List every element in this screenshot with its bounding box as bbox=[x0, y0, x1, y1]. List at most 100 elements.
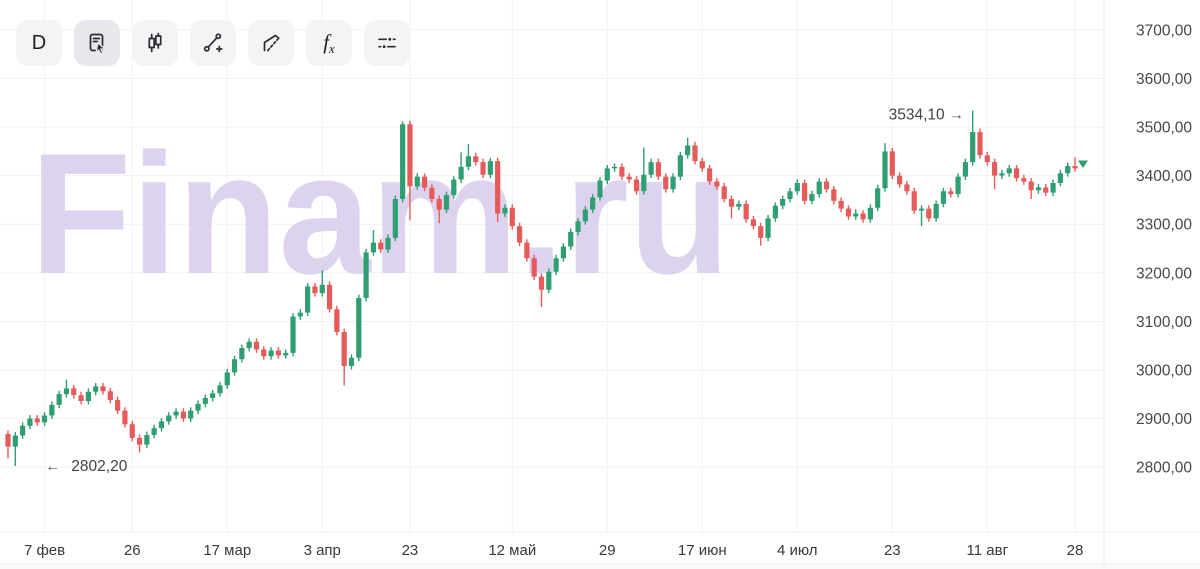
candle-body bbox=[290, 316, 296, 353]
candle-body bbox=[122, 410, 128, 425]
candle-body bbox=[1043, 187, 1049, 193]
candle-body bbox=[604, 168, 610, 181]
candle-body bbox=[100, 386, 106, 392]
candle-body bbox=[436, 198, 442, 210]
candle-body bbox=[217, 385, 223, 394]
watermark: Finam.ru bbox=[30, 118, 730, 310]
drawing-tool-button[interactable] bbox=[248, 20, 294, 66]
candle-body bbox=[648, 162, 654, 175]
candle-body bbox=[911, 191, 917, 211]
candle-body bbox=[633, 179, 640, 192]
candle-body bbox=[268, 350, 274, 357]
price-tick-label: 3400,00 bbox=[1136, 168, 1192, 185]
candle-body bbox=[787, 191, 793, 199]
settings-button[interactable] bbox=[364, 20, 410, 66]
candle-body bbox=[188, 410, 194, 419]
candle-body bbox=[816, 181, 822, 195]
candle-body bbox=[918, 208, 925, 211]
candle-body bbox=[882, 151, 888, 189]
candle-body bbox=[655, 162, 662, 177]
candle-body bbox=[12, 435, 18, 447]
candle-body bbox=[261, 349, 267, 357]
candles-layer[interactable] bbox=[5, 110, 1078, 466]
candle-body bbox=[334, 309, 340, 333]
candle-body bbox=[78, 395, 84, 401]
trendline-tool-button[interactable] bbox=[190, 20, 236, 66]
candle-body bbox=[202, 398, 208, 404]
chart-toolbar: D bbox=[16, 20, 410, 66]
price-tick-label: 2800,00 bbox=[1136, 460, 1192, 477]
candle-body bbox=[977, 131, 983, 156]
price-tick-label: 3000,00 bbox=[1136, 362, 1192, 379]
candle-body bbox=[173, 411, 179, 416]
candle-body bbox=[392, 198, 398, 238]
candle-body bbox=[312, 286, 318, 294]
candle-body bbox=[443, 195, 450, 210]
timeframe-button[interactable]: D bbox=[16, 20, 62, 66]
date-tick-label: 26 bbox=[124, 542, 141, 559]
candle-body bbox=[801, 182, 808, 201]
candle-body bbox=[400, 124, 406, 199]
candle-body bbox=[363, 252, 369, 299]
candle-body bbox=[546, 271, 552, 290]
candle-body bbox=[20, 425, 26, 436]
candle-body bbox=[231, 359, 238, 373]
candle-body bbox=[239, 348, 245, 360]
date-tick-label: 17 мар bbox=[203, 542, 251, 559]
candle-body bbox=[619, 166, 625, 177]
candle-body bbox=[758, 226, 764, 238]
last-price-marker bbox=[1078, 160, 1088, 169]
date-tick-label: 7 фев bbox=[24, 542, 65, 559]
candle-body bbox=[144, 434, 150, 445]
candle-body bbox=[685, 145, 691, 156]
candle-body bbox=[560, 246, 567, 259]
price-tick-label: 3600,00 bbox=[1136, 71, 1192, 88]
candle-body bbox=[728, 198, 735, 207]
candle-body bbox=[1072, 165, 1078, 169]
candle-body bbox=[794, 182, 800, 192]
candle-body bbox=[970, 131, 976, 163]
candle-body bbox=[85, 391, 91, 401]
candle-body bbox=[933, 203, 939, 219]
high-annotation-arrow: → bbox=[949, 107, 965, 124]
candle-body bbox=[509, 207, 515, 227]
trendline-icon bbox=[200, 30, 226, 56]
functions-button[interactable]: fx bbox=[306, 20, 352, 66]
candle-body bbox=[429, 187, 435, 199]
candle-body bbox=[1035, 187, 1042, 191]
grid-layer bbox=[0, 0, 1104, 532]
candle-body bbox=[962, 162, 968, 177]
candle-body bbox=[480, 162, 486, 175]
candle-body bbox=[1065, 165, 1071, 174]
candle-body bbox=[326, 284, 333, 310]
candle-body bbox=[524, 242, 530, 259]
candle-body bbox=[706, 168, 713, 182]
candle-body bbox=[27, 418, 33, 426]
candle-body bbox=[699, 161, 705, 169]
candle-body bbox=[831, 189, 837, 201]
candle-body bbox=[34, 418, 40, 423]
candle-body bbox=[49, 404, 55, 416]
candle-body bbox=[93, 386, 99, 392]
candle-body bbox=[421, 176, 428, 188]
chart-panel-button[interactable] bbox=[74, 20, 120, 66]
candle-body bbox=[224, 372, 230, 386]
price-tick-label: 3100,00 bbox=[1136, 314, 1192, 331]
candle-body bbox=[158, 421, 165, 429]
candle-body bbox=[56, 394, 62, 405]
candle-body bbox=[845, 208, 852, 217]
price-tick-label: 3500,00 bbox=[1136, 120, 1192, 137]
candle-body bbox=[1057, 173, 1063, 183]
candlestick-style-button[interactable] bbox=[132, 20, 178, 66]
candle-body bbox=[275, 350, 282, 356]
price-axis[interactable]: 3700,00 3600,00 3500,00 3400,00 3300,00 3200,… bbox=[1136, 23, 1192, 477]
date-tick-label: 23 bbox=[884, 542, 901, 559]
time-axis[interactable]: 7 фев 26 17 мар 3 апр 23 12 май 29 17 июн 4 июл 2… bbox=[24, 542, 1083, 559]
candle-body bbox=[611, 166, 618, 169]
candle-body bbox=[473, 156, 479, 163]
candle-body bbox=[378, 242, 384, 250]
candle-body bbox=[626, 176, 632, 180]
candle-body bbox=[823, 181, 830, 190]
